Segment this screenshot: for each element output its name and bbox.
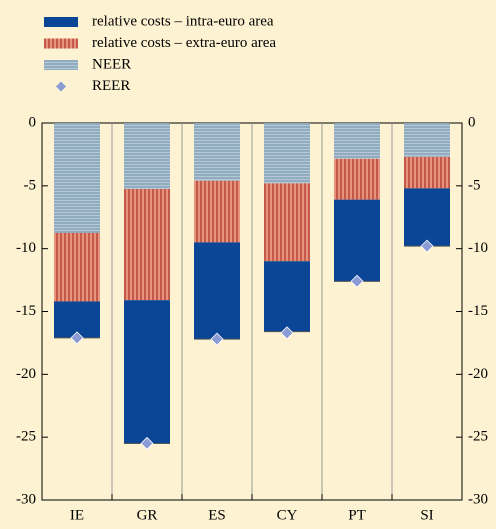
y-tick-label: 0 [29, 114, 37, 130]
legend-swatch [44, 17, 78, 27]
bar-segment [54, 232, 100, 302]
bar-segment [124, 188, 170, 301]
y-tick-label: -20 [16, 366, 36, 382]
y-tick-label: -25 [16, 429, 36, 445]
y2-tick-label: -5 [468, 177, 481, 193]
y-tick-label: -5 [24, 177, 37, 193]
legend-swatch [44, 60, 78, 70]
legend-marker [56, 81, 66, 92]
y2-tick-label: 0 [468, 114, 476, 130]
marker [70, 331, 84, 345]
bar-segment [124, 123, 170, 189]
y2-tick-label: -25 [468, 429, 488, 445]
bar-segment [124, 300, 170, 444]
y-tick-label: -30 [16, 491, 36, 507]
bar-segment [334, 158, 380, 200]
y-tick-label: -10 [16, 240, 36, 256]
legend-label: REER [92, 78, 130, 94]
bar-segment [404, 188, 450, 247]
bar-segment [264, 183, 310, 262]
x-tick-label: PT [348, 507, 366, 523]
y2-tick-label: -20 [468, 366, 488, 382]
bar-segment [54, 123, 100, 233]
bar-segment [194, 123, 240, 181]
x-tick-label: ES [208, 507, 226, 523]
x-tick-label: GR [137, 507, 158, 523]
x-tick-label: IE [70, 507, 84, 523]
marker [350, 274, 364, 288]
marker [420, 239, 434, 253]
legend-label: relative costs – extra-euro area [92, 35, 276, 51]
x-tick-label: SI [420, 507, 433, 523]
bar-segment [264, 123, 310, 184]
y2-tick-label: -10 [468, 240, 488, 256]
legend-label: NEER [92, 56, 131, 72]
bar-segment [334, 123, 380, 159]
bar-segment [404, 123, 450, 157]
legend-label: relative costs – intra-euro area [92, 13, 274, 29]
y-tick-label: -15 [16, 303, 36, 319]
x-tick-label: CY [277, 507, 298, 523]
y2-tick-label: -30 [468, 491, 488, 507]
legend-swatch [44, 38, 78, 49]
marker [210, 332, 224, 346]
y2-tick-label: -15 [468, 303, 488, 319]
bar-segment [194, 242, 240, 340]
bar-segment [194, 180, 240, 243]
marker [280, 326, 294, 340]
bar-segment [264, 261, 310, 332]
bar-segment [334, 199, 380, 282]
marker [140, 436, 154, 451]
bar-segment [404, 156, 450, 189]
